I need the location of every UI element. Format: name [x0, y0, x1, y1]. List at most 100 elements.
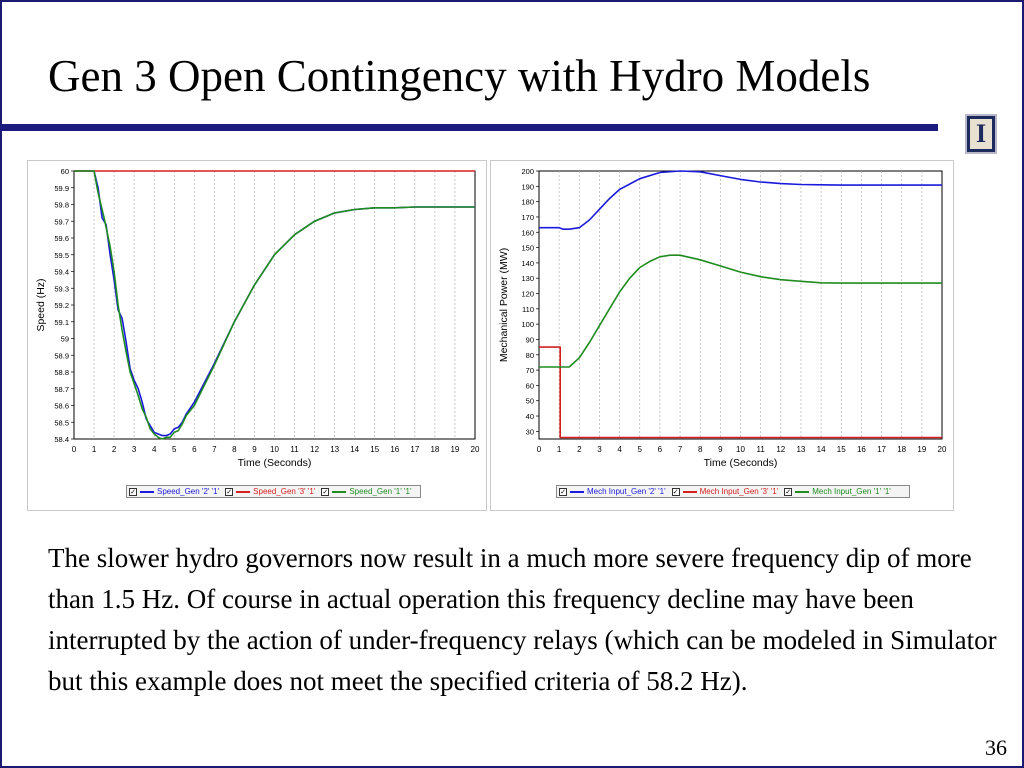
speed-legend-label: Speed_Gen '3' '1': [253, 487, 316, 496]
power-chart-panel: 0 1 2 3 4 5 6 7 8 9 10 11 12 13 14 15 16 17 18 19 20 200 190 18…: [490, 160, 954, 511]
speed-legend-item[interactable]: ✓ Speed_Gen '1' '1': [319, 486, 415, 497]
power-legend-checkbox[interactable]: ✓: [559, 487, 567, 496]
power-x-tick-label: 5: [638, 445, 643, 454]
power-x-tick-label: 8: [698, 445, 703, 454]
power-series-line-1: [539, 170, 942, 230]
speed-y-tick-label: 59.2: [54, 301, 69, 310]
speed-y-tick-label: 59.3: [54, 284, 69, 293]
speed-legend-checkbox[interactable]: ✓: [321, 487, 330, 496]
slide-title: Gen 3 Open Contingency with Hydro Models: [48, 51, 871, 101]
power-x-tick-label: 19: [917, 445, 926, 454]
power-legend-label: Mech Input_Gen '2' '1': [587, 487, 666, 496]
speed-legend-swatch: [236, 490, 251, 493]
speed-legend-checkbox[interactable]: ✓: [129, 487, 137, 496]
power-y-tick-label: 90: [526, 335, 534, 344]
power-y-tick-label: 60: [526, 381, 534, 390]
speed-x-tick-label: 7: [212, 445, 217, 454]
power-x-tick-label: 3: [597, 445, 602, 454]
speed-x-tick-label: 3: [132, 445, 137, 454]
power-legend-checkbox[interactable]: ✓: [671, 487, 680, 496]
power-series-line-3: [539, 254, 942, 368]
power-y-tick-label: 120: [521, 290, 534, 299]
power-legend-item[interactable]: ✓ Mech Input_Gen '1' '1': [782, 486, 895, 497]
speed-x-tick-label: 5: [172, 445, 177, 454]
power-x-tick-label: 2: [577, 445, 582, 454]
power-x-tick-label: 16: [857, 445, 866, 454]
power-x-tick-label: 10: [736, 445, 745, 454]
power-legend-item[interactable]: ✓ Mech Input_Gen '2' '1': [557, 486, 670, 497]
power-y-tick-label: 80: [526, 351, 534, 360]
speed-y-tick-label: 59.5: [54, 251, 69, 260]
speed-x-tick-label: 4: [152, 445, 157, 454]
speed-y-axis-label: Speed (Hz): [35, 278, 47, 331]
speed-y-tick-label: 59.1: [54, 318, 69, 327]
speed-chart-panel: 0 1 2 3 4 5 6 7 8 9 10 11 12 13 14 15 16 17 18 19 20 60 59.9 59…: [27, 160, 487, 511]
speed-y-tick-label: 59.6: [54, 234, 69, 243]
speed-x-tick-label: 13: [330, 445, 339, 454]
power-x-tick-label: 14: [817, 445, 826, 454]
power-y-tick-label: 30: [526, 427, 534, 436]
power-x-axis-label: Time (Seconds): [704, 457, 778, 469]
title-underline: [0, 124, 938, 131]
power-y-tick-label: 190: [521, 182, 534, 191]
speed-x-tick-label: 1: [92, 445, 97, 454]
speed-x-tick-label: 16: [390, 445, 399, 454]
power-x-tick-label: 15: [837, 445, 846, 454]
power-legend-label: Mech Input_Gen '3' '1': [699, 487, 779, 496]
speed-x-tick-label: 2: [112, 445, 117, 454]
power-legend-swatch: [682, 490, 697, 493]
power-legend-item[interactable]: ✓ Mech Input_Gen '3' '1': [670, 486, 783, 497]
speed-y-tick-label: 58.8: [54, 368, 69, 377]
speed-x-tick-label: 18: [430, 445, 439, 454]
power-legend-checkbox[interactable]: ✓: [784, 487, 793, 496]
speed-legend-item[interactable]: ✓ Speed_Gen '3' '1': [223, 486, 319, 497]
speed-x-tick-label: 9: [252, 445, 257, 454]
power-y-tick-label: 150: [521, 244, 534, 253]
speed-y-tick-label: 60: [61, 167, 69, 176]
speed-chart: 0 1 2 3 4 5 6 7 8 9 10 11 12 13 14 15 16 17 18 19 206059.959…: [35, 167, 480, 469]
power-x-tick-label: 6: [658, 445, 663, 454]
speed-y-tick-label: 58.6: [54, 402, 69, 411]
speed-y-tick-label: 58.9: [54, 351, 69, 360]
speed-x-axis-label: Time (Seconds): [238, 457, 312, 469]
power-chart-legend: ✓ Mech Input_Gen '2' '1' ✓ Mech Input_Gen '…: [556, 485, 910, 498]
speed-y-tick-label: 58.5: [54, 418, 69, 427]
power-y-axis-label: Mechanical Power (MW): [498, 248, 510, 362]
speed-x-tick-label: 17: [410, 445, 419, 454]
speed-y-tick-label: 59.8: [54, 201, 69, 210]
speed-x-tick-label: 8: [232, 445, 237, 454]
speed-legend-label: Speed_Gen '1' '1': [349, 487, 412, 496]
power-x-tick-label: 1: [557, 445, 562, 454]
power-y-tick-label: 40: [526, 412, 534, 421]
slide-body-text: The slower hydro governors now result in…: [48, 543, 997, 696]
speed-y-tick-label: 59.4: [54, 268, 69, 277]
speed-x-tick-label: 14: [350, 445, 359, 454]
power-legend-swatch: [570, 490, 584, 493]
power-x-tick-label: 12: [776, 445, 785, 454]
power-y-tick-label: 170: [521, 213, 534, 222]
speed-y-tick-label: 59.7: [54, 217, 69, 226]
power-legend-swatch: [795, 490, 810, 493]
speed-legend-item[interactable]: ✓ Speed_Gen '2' '1': [127, 486, 223, 497]
power-y-tick-label: 180: [521, 198, 534, 207]
speed-x-tick-label: 15: [370, 445, 379, 454]
power-x-tick-label: 20: [938, 445, 947, 454]
speed-x-tick-label: 12: [310, 445, 319, 454]
speed-x-tick-label: 11: [290, 445, 299, 454]
speed-x-tick-label: 10: [270, 445, 279, 454]
speed-y-tick-label: 59: [61, 335, 69, 344]
speed-y-tick-label: 58.7: [54, 385, 69, 394]
power-y-tick-label: 200: [521, 167, 534, 176]
power-y-tick-label: 160: [521, 228, 534, 237]
speed-y-tick-label: 58.4: [54, 435, 69, 444]
speed-x-tick-label: 6: [192, 445, 197, 454]
page-number: 36: [985, 735, 1007, 760]
power-x-tick-label: 0: [537, 445, 542, 454]
power-series-line-2: [539, 346, 942, 439]
speed-legend-swatch: [332, 490, 347, 493]
power-x-tick-label: 17: [877, 445, 886, 454]
speed-legend-checkbox[interactable]: ✓: [225, 487, 234, 496]
power-x-tick-label: 18: [897, 445, 906, 454]
power-x-tick-label: 9: [718, 445, 723, 454]
